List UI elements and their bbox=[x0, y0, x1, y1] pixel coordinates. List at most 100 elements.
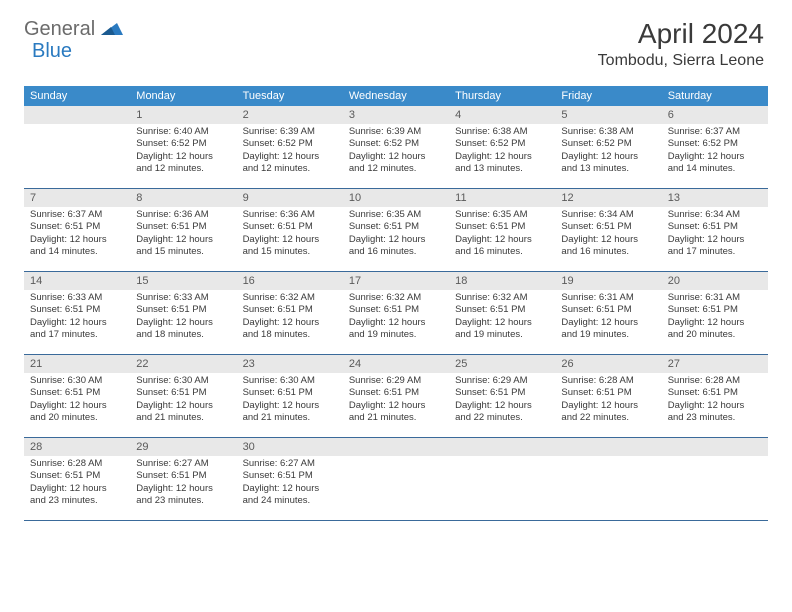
day-cell: 7Sunrise: 6:37 AMSunset: 6:51 PMDaylight… bbox=[24, 189, 130, 271]
day-cell: 16Sunrise: 6:32 AMSunset: 6:51 PMDayligh… bbox=[237, 272, 343, 354]
day-number: 14 bbox=[24, 272, 130, 290]
day-cell bbox=[24, 106, 130, 188]
day-content: Sunrise: 6:34 AMSunset: 6:51 PMDaylight:… bbox=[662, 207, 768, 262]
day-cell bbox=[555, 438, 661, 520]
sunset-text: Sunset: 6:51 PM bbox=[455, 221, 549, 233]
daylight-text: Daylight: 12 hours and 22 minutes. bbox=[561, 400, 655, 425]
sunset-text: Sunset: 6:51 PM bbox=[561, 387, 655, 399]
day-content: Sunrise: 6:38 AMSunset: 6:52 PMDaylight:… bbox=[449, 124, 555, 179]
day-header: Monday bbox=[130, 86, 236, 106]
day-number: 13 bbox=[662, 189, 768, 207]
day-number: 18 bbox=[449, 272, 555, 290]
sunrise-text: Sunrise: 6:27 AM bbox=[243, 458, 337, 470]
daylight-text: Daylight: 12 hours and 15 minutes. bbox=[243, 234, 337, 259]
day-content: Sunrise: 6:32 AMSunset: 6:51 PMDaylight:… bbox=[343, 290, 449, 345]
day-cell: 17Sunrise: 6:32 AMSunset: 6:51 PMDayligh… bbox=[343, 272, 449, 354]
calendar: SundayMondayTuesdayWednesdayThursdayFrid… bbox=[24, 86, 768, 521]
day-cell: 3Sunrise: 6:39 AMSunset: 6:52 PMDaylight… bbox=[343, 106, 449, 188]
sunrise-text: Sunrise: 6:40 AM bbox=[136, 126, 230, 138]
daylight-text: Daylight: 12 hours and 12 minutes. bbox=[136, 151, 230, 176]
week-row: 7Sunrise: 6:37 AMSunset: 6:51 PMDaylight… bbox=[24, 189, 768, 272]
sunrise-text: Sunrise: 6:30 AM bbox=[243, 375, 337, 387]
sunrise-text: Sunrise: 6:32 AM bbox=[349, 292, 443, 304]
logo: General Blue bbox=[24, 18, 123, 41]
sunrise-text: Sunrise: 6:32 AM bbox=[243, 292, 337, 304]
day-cell: 26Sunrise: 6:28 AMSunset: 6:51 PMDayligh… bbox=[555, 355, 661, 437]
day-cell: 11Sunrise: 6:35 AMSunset: 6:51 PMDayligh… bbox=[449, 189, 555, 271]
day-content: Sunrise: 6:28 AMSunset: 6:51 PMDaylight:… bbox=[24, 456, 130, 511]
sunrise-text: Sunrise: 6:39 AM bbox=[243, 126, 337, 138]
day-number bbox=[343, 438, 449, 456]
day-cell: 21Sunrise: 6:30 AMSunset: 6:51 PMDayligh… bbox=[24, 355, 130, 437]
day-content: Sunrise: 6:30 AMSunset: 6:51 PMDaylight:… bbox=[237, 373, 343, 428]
day-number: 1 bbox=[130, 106, 236, 124]
day-content: Sunrise: 6:37 AMSunset: 6:52 PMDaylight:… bbox=[662, 124, 768, 179]
daylight-text: Daylight: 12 hours and 14 minutes. bbox=[668, 151, 762, 176]
day-header: Sunday bbox=[24, 86, 130, 106]
daylight-text: Daylight: 12 hours and 19 minutes. bbox=[349, 317, 443, 342]
day-cell: 27Sunrise: 6:28 AMSunset: 6:51 PMDayligh… bbox=[662, 355, 768, 437]
sunrise-text: Sunrise: 6:34 AM bbox=[561, 209, 655, 221]
daylight-text: Daylight: 12 hours and 13 minutes. bbox=[561, 151, 655, 176]
day-cell: 29Sunrise: 6:27 AMSunset: 6:51 PMDayligh… bbox=[130, 438, 236, 520]
day-number: 25 bbox=[449, 355, 555, 373]
day-cell: 20Sunrise: 6:31 AMSunset: 6:51 PMDayligh… bbox=[662, 272, 768, 354]
sunset-text: Sunset: 6:51 PM bbox=[668, 221, 762, 233]
day-content: Sunrise: 6:35 AMSunset: 6:51 PMDaylight:… bbox=[343, 207, 449, 262]
daylight-text: Daylight: 12 hours and 20 minutes. bbox=[30, 400, 124, 425]
day-number: 2 bbox=[237, 106, 343, 124]
day-number: 21 bbox=[24, 355, 130, 373]
day-number: 5 bbox=[555, 106, 661, 124]
daylight-text: Daylight: 12 hours and 23 minutes. bbox=[30, 483, 124, 508]
daylight-text: Daylight: 12 hours and 12 minutes. bbox=[349, 151, 443, 176]
day-number: 29 bbox=[130, 438, 236, 456]
daylight-text: Daylight: 12 hours and 18 minutes. bbox=[243, 317, 337, 342]
day-content: Sunrise: 6:28 AMSunset: 6:51 PMDaylight:… bbox=[662, 373, 768, 428]
logo-triangle-icon bbox=[101, 19, 123, 40]
day-content: Sunrise: 6:27 AMSunset: 6:51 PMDaylight:… bbox=[130, 456, 236, 511]
day-number: 12 bbox=[555, 189, 661, 207]
sunrise-text: Sunrise: 6:33 AM bbox=[136, 292, 230, 304]
day-number: 7 bbox=[24, 189, 130, 207]
sunset-text: Sunset: 6:52 PM bbox=[455, 138, 549, 150]
sunset-text: Sunset: 6:51 PM bbox=[455, 387, 549, 399]
day-number: 4 bbox=[449, 106, 555, 124]
sunrise-text: Sunrise: 6:38 AM bbox=[561, 126, 655, 138]
day-headers-row: SundayMondayTuesdayWednesdayThursdayFrid… bbox=[24, 86, 768, 106]
sunset-text: Sunset: 6:51 PM bbox=[668, 304, 762, 316]
sunset-text: Sunset: 6:51 PM bbox=[30, 304, 124, 316]
day-content: Sunrise: 6:38 AMSunset: 6:52 PMDaylight:… bbox=[555, 124, 661, 179]
sunrise-text: Sunrise: 6:29 AM bbox=[349, 375, 443, 387]
day-content: Sunrise: 6:37 AMSunset: 6:51 PMDaylight:… bbox=[24, 207, 130, 262]
sunset-text: Sunset: 6:51 PM bbox=[30, 470, 124, 482]
sunset-text: Sunset: 6:51 PM bbox=[455, 304, 549, 316]
title-block: April 2024 Tombodu, Sierra Leone bbox=[598, 18, 764, 70]
day-header: Saturday bbox=[662, 86, 768, 106]
day-number: 16 bbox=[237, 272, 343, 290]
day-content: Sunrise: 6:40 AMSunset: 6:52 PMDaylight:… bbox=[130, 124, 236, 179]
day-number: 19 bbox=[555, 272, 661, 290]
day-content: Sunrise: 6:36 AMSunset: 6:51 PMDaylight:… bbox=[130, 207, 236, 262]
daylight-text: Daylight: 12 hours and 16 minutes. bbox=[561, 234, 655, 259]
sunset-text: Sunset: 6:51 PM bbox=[136, 221, 230, 233]
sunrise-text: Sunrise: 6:37 AM bbox=[30, 209, 124, 221]
day-number: 24 bbox=[343, 355, 449, 373]
day-number: 20 bbox=[662, 272, 768, 290]
day-number: 3 bbox=[343, 106, 449, 124]
day-content: Sunrise: 6:32 AMSunset: 6:51 PMDaylight:… bbox=[237, 290, 343, 345]
daylight-text: Daylight: 12 hours and 15 minutes. bbox=[136, 234, 230, 259]
day-content: Sunrise: 6:29 AMSunset: 6:51 PMDaylight:… bbox=[343, 373, 449, 428]
day-cell: 14Sunrise: 6:33 AMSunset: 6:51 PMDayligh… bbox=[24, 272, 130, 354]
day-content: Sunrise: 6:29 AMSunset: 6:51 PMDaylight:… bbox=[449, 373, 555, 428]
sunset-text: Sunset: 6:51 PM bbox=[136, 387, 230, 399]
day-number bbox=[24, 106, 130, 124]
daylight-text: Daylight: 12 hours and 22 minutes. bbox=[455, 400, 549, 425]
day-content: Sunrise: 6:34 AMSunset: 6:51 PMDaylight:… bbox=[555, 207, 661, 262]
day-cell: 25Sunrise: 6:29 AMSunset: 6:51 PMDayligh… bbox=[449, 355, 555, 437]
daylight-text: Daylight: 12 hours and 16 minutes. bbox=[455, 234, 549, 259]
daylight-text: Daylight: 12 hours and 14 minutes. bbox=[30, 234, 124, 259]
day-cell: 9Sunrise: 6:36 AMSunset: 6:51 PMDaylight… bbox=[237, 189, 343, 271]
day-number: 11 bbox=[449, 189, 555, 207]
month-title: April 2024 bbox=[598, 18, 764, 50]
week-row: 21Sunrise: 6:30 AMSunset: 6:51 PMDayligh… bbox=[24, 355, 768, 438]
